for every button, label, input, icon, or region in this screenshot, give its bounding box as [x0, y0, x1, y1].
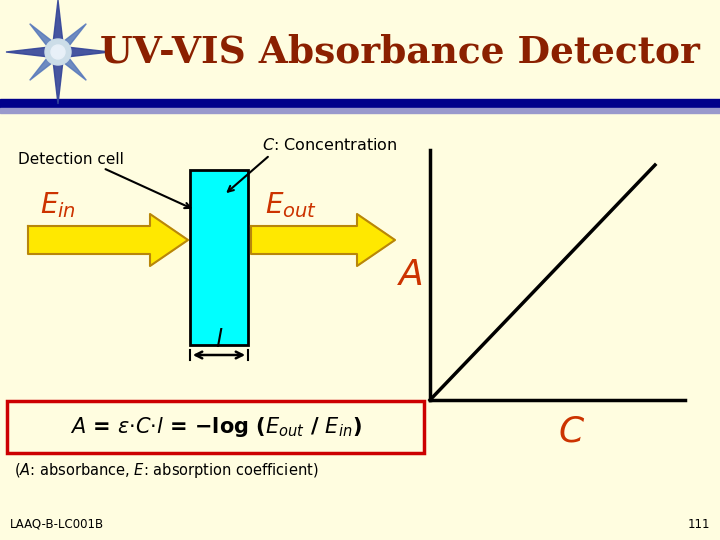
Bar	[190, 170, 248, 345]
FancyBboxPatch shape	[7, 401, 424, 453]
Bar	[0, 108, 720, 113]
Polygon shape	[55, 24, 86, 56]
Text: UV-VIS Absorbance Detector: UV-VIS Absorbance Detector	[100, 33, 700, 71]
Polygon shape	[30, 49, 61, 80]
Circle shape	[51, 45, 65, 59]
Polygon shape	[58, 46, 110, 58]
Text: ($\mathit{A}$: absorbance, $\mathit{E}$: absorption coefficient): ($\mathit{A}$: absorbance, $\mathit{E}$:…	[14, 461, 318, 480]
Text: $\mathit{E_{in}}$: $\mathit{E_{in}}$	[40, 190, 76, 220]
Text: LAAQ-B-LC001B: LAAQ-B-LC001B	[10, 517, 104, 530]
Polygon shape	[30, 24, 61, 56]
Polygon shape	[55, 49, 86, 80]
Bar	[0, 99, 720, 540]
Text: $\mathit{A}$ = $\mathit{\varepsilon}$$\cdot$$\mathit{C}$$\cdot$$\mathit{l}$ = $\: $\mathit{A}$ = $\mathit{\varepsilon}$$\c…	[70, 415, 361, 439]
Bar	[0, 0, 720, 99]
Text: $\mathit{l}$: $\mathit{l}$	[215, 328, 223, 352]
Text: $\mathit{C}$: $\mathit{C}$	[559, 415, 585, 449]
Text: 111: 111	[688, 517, 710, 530]
Text: $\mathit{A}$: $\mathit{A}$	[397, 258, 423, 292]
Text: $\mathit{E_{out}}$: $\mathit{E_{out}}$	[265, 190, 317, 220]
Polygon shape	[52, 52, 64, 104]
Bar	[0, 99, 720, 108]
Polygon shape	[6, 46, 58, 58]
Polygon shape	[52, 0, 64, 52]
Text: $C$: Concentration: $C$: Concentration	[262, 137, 397, 153]
Polygon shape	[28, 214, 188, 266]
Circle shape	[45, 39, 71, 65]
Polygon shape	[251, 214, 395, 266]
Text: Detection cell: Detection cell	[18, 152, 124, 167]
